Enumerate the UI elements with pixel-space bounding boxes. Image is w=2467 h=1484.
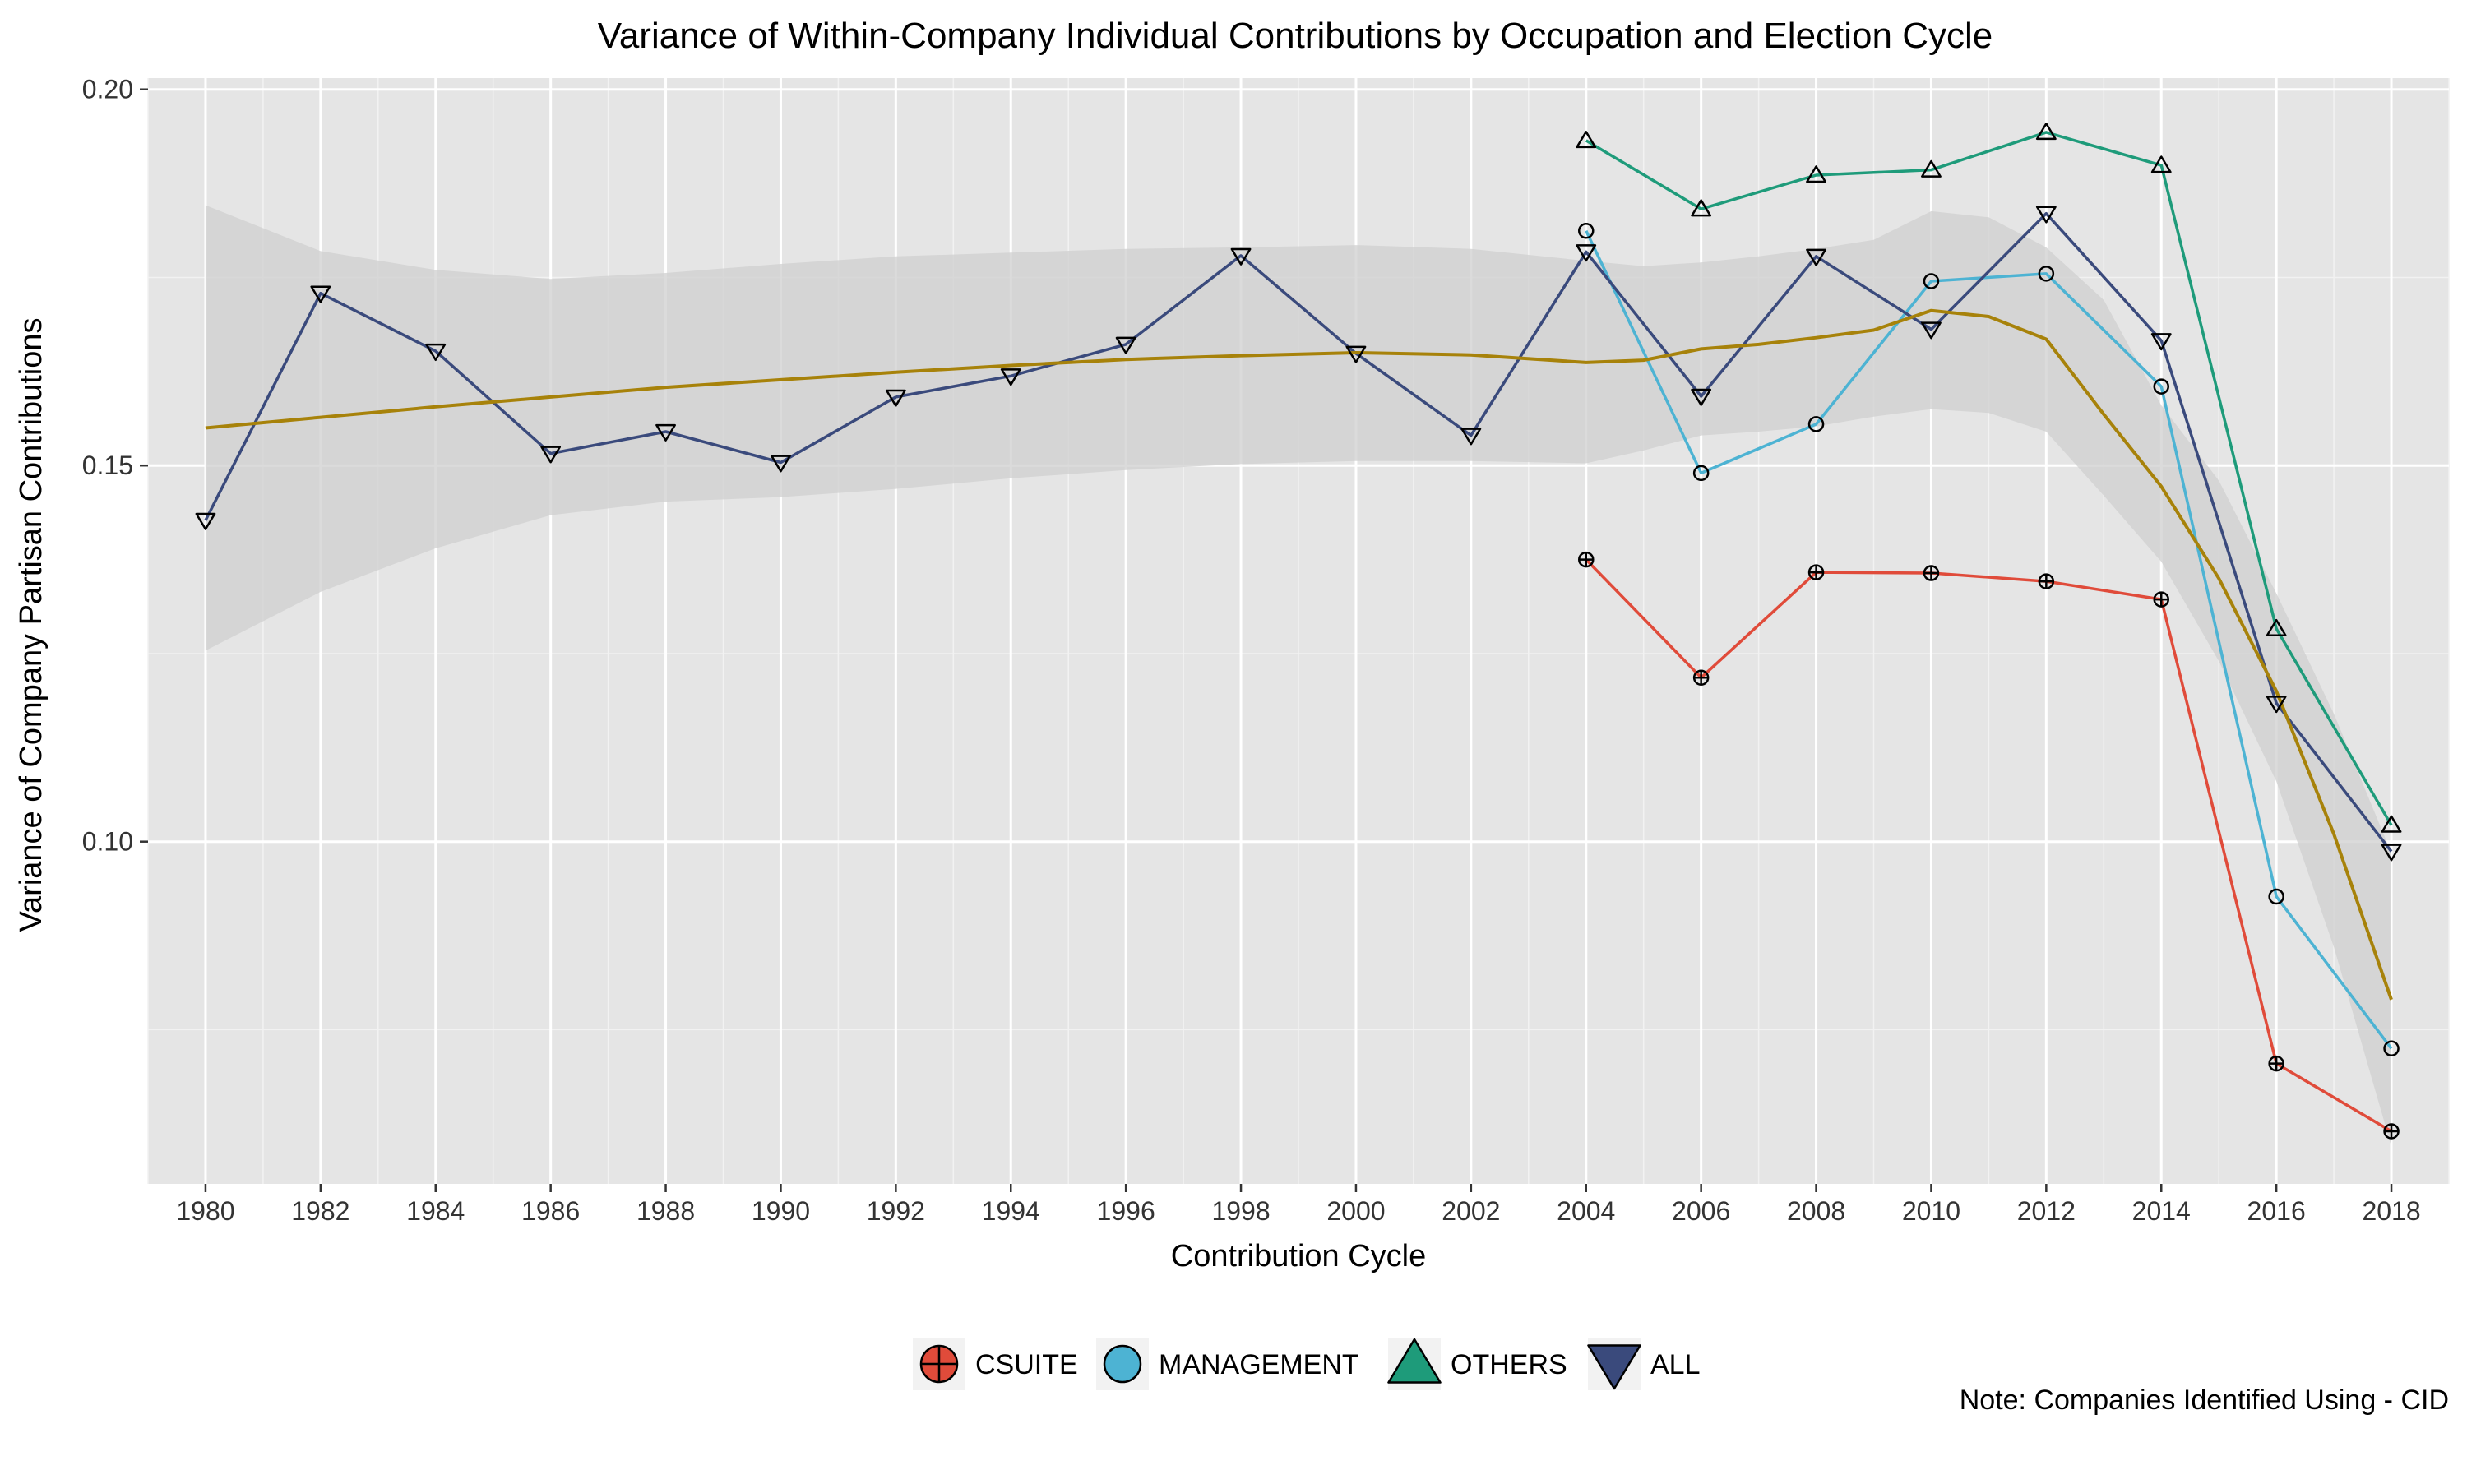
smooth-trend-line — [205, 308, 2393, 1001]
data-point-all — [2266, 696, 2287, 714]
data-point-management — [2153, 378, 2169, 395]
series-line-csuite — [1585, 558, 2392, 1133]
legend-key-management — [1103, 1344, 1142, 1384]
series-line-others — [1585, 131, 2393, 826]
x-tick-label: 2012 — [2017, 1196, 2076, 1226]
data-point-all — [1691, 388, 1712, 406]
legend-key-others — [1387, 1338, 1442, 1384]
x-tick-label: 1992 — [867, 1196, 925, 1226]
series-line-management — [1585, 229, 2393, 1050]
data-point-all — [2381, 844, 2402, 862]
data-point-others — [1806, 165, 1826, 183]
data-point-management — [1923, 273, 1940, 289]
x-tick-label: 1982 — [291, 1196, 349, 1226]
x-tick-label: 2002 — [1442, 1196, 1500, 1226]
data-point-all — [425, 343, 447, 362]
y-axis: 0.10 0.15 0.20 — [82, 75, 148, 857]
data-point-all — [1345, 345, 1367, 363]
x-tick-label: 1984 — [406, 1196, 465, 1226]
data-point-all — [885, 389, 906, 407]
x-tick-label: 1988 — [636, 1196, 695, 1226]
data-point-management — [1807, 416, 1825, 432]
x-tick-label: 1998 — [1211, 1196, 1270, 1226]
x-tick-label: 2014 — [2132, 1196, 2191, 1226]
legend-key-all — [1587, 1344, 1641, 1390]
data-point-all — [1806, 248, 1826, 266]
data-point-all — [310, 285, 331, 303]
data-point-all — [655, 423, 676, 442]
chart-note: Note: Companies Identified Using - CID — [1960, 1385, 2449, 1416]
y-axis-label: Variance of Company Partisan Contributio… — [14, 317, 49, 932]
x-tick-label: 1980 — [176, 1196, 234, 1226]
data-point-others — [1921, 159, 1942, 178]
data-point-all — [1230, 247, 1252, 266]
data-point-management — [2383, 1040, 2400, 1057]
legend: CSUITE MANAGEMENT OTHERS ALL — [913, 1338, 1701, 1390]
legend-label-others: OTHERS — [1451, 1349, 1567, 1380]
x-tick-label: 2006 — [1672, 1196, 1730, 1226]
data-point-all — [195, 512, 216, 530]
data-point-management — [2038, 266, 2055, 282]
data-point-all — [1460, 428, 1482, 446]
data-point-all — [1576, 244, 1597, 262]
legend-label-all: ALL — [1650, 1349, 1701, 1380]
data-point-others — [2035, 123, 2057, 141]
data-point-management — [1692, 465, 1710, 482]
data-point-others — [2150, 155, 2172, 173]
plot-panel — [147, 78, 2450, 1184]
data-point-management — [2268, 888, 2284, 905]
chart-title: Variance of Within-Company Individual Co… — [598, 16, 1993, 56]
x-tick-label: 2004 — [1557, 1196, 1615, 1226]
x-axis-label: Contribution Cycle — [1171, 1239, 1426, 1274]
y-tick-label: 0.15 — [82, 451, 133, 480]
x-tick-label: 2018 — [2362, 1196, 2420, 1226]
x-tick-label: 2010 — [1902, 1196, 1960, 1226]
x-axis: 1980 1982 1984 1986 1988 1990 1992 1994 1996 1998… — [176, 1184, 2421, 1226]
data-point-all — [1921, 321, 1942, 340]
x-tick-label: 1996 — [1097, 1196, 1155, 1226]
confidence-band — [205, 205, 2392, 1147]
y-tick-label: 0.20 — [82, 75, 133, 104]
legend-label-management: MANAGEMENT — [1159, 1349, 1359, 1380]
data-point-all — [540, 446, 562, 464]
data-point-others — [2266, 618, 2287, 636]
x-tick-label: 1986 — [521, 1196, 580, 1226]
data-point-all — [1115, 336, 1136, 354]
data-point-all — [2150, 333, 2172, 351]
x-tick-label: 2000 — [1326, 1196, 1385, 1226]
data-point-all — [1000, 368, 1021, 386]
x-tick-label: 2008 — [1787, 1196, 1845, 1226]
x-tick-label: 2016 — [2247, 1196, 2306, 1226]
series-line-all — [204, 211, 2393, 853]
data-point-others — [1576, 131, 1597, 149]
legend-label-csuite: CSUITE — [975, 1349, 1078, 1380]
data-point-others — [1691, 199, 1712, 217]
y-tick-label: 0.10 — [82, 827, 133, 857]
data-point-all — [771, 455, 791, 473]
data-point-all — [2035, 206, 2057, 224]
data-point-management — [1578, 222, 1595, 239]
x-tick-label: 1994 — [982, 1196, 1040, 1226]
x-tick-label: 1990 — [752, 1196, 810, 1226]
data-point-others — [2381, 815, 2402, 833]
